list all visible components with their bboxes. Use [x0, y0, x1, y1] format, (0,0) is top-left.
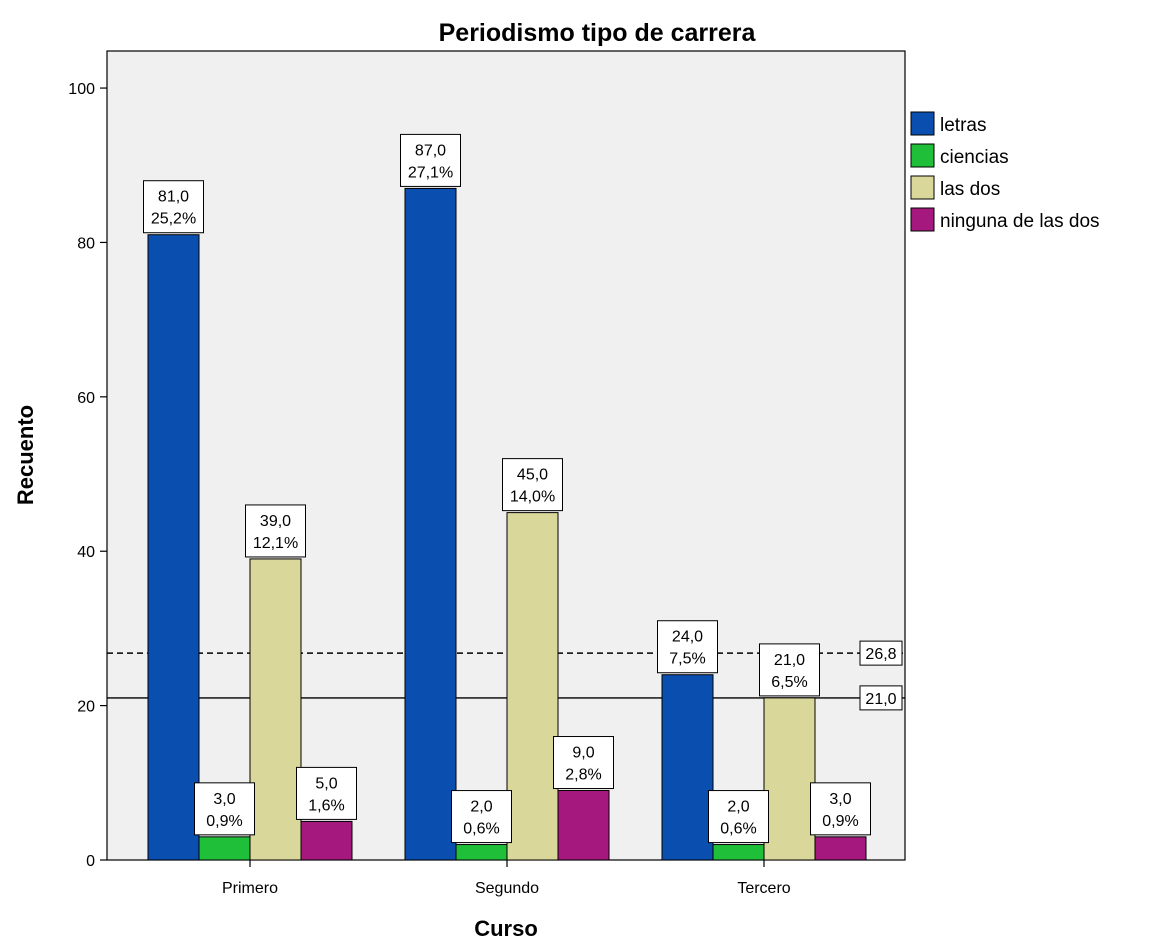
- data-label-value: 2,0: [727, 799, 749, 816]
- y-tick-label: 0: [86, 853, 95, 870]
- bar: [404, 187, 457, 861]
- legend-swatch: [910, 111, 935, 136]
- data-label-box: [657, 620, 718, 674]
- data-label-box: [245, 504, 306, 558]
- data-label-value: 2,0: [470, 799, 492, 816]
- y-axis: 0 20 40 60 80 100: [68, 81, 107, 870]
- y-axis-title: Recuento: [13, 405, 38, 505]
- data-label-percent: 0,6%: [463, 821, 499, 838]
- data-label-value: 21,0: [774, 652, 805, 669]
- data-label-box: [296, 766, 357, 820]
- bar: [763, 697, 816, 861]
- data-label-value: 45,0: [517, 467, 548, 484]
- bar: [249, 558, 302, 861]
- data-label-percent: 6,5%: [771, 674, 807, 691]
- legend-label: ninguna de las dos: [940, 211, 1100, 232]
- y-tick-label: 40: [77, 544, 95, 561]
- bar: [506, 512, 559, 861]
- reference-label: 21,0: [865, 691, 896, 708]
- chart-title: Periodismo tipo de carrera: [439, 19, 757, 47]
- data-label-percent: 0,9%: [822, 813, 858, 830]
- data-label-percent: 0,9%: [206, 813, 242, 830]
- y-tick-label: 100: [68, 81, 95, 98]
- data-label-value: 3,0: [829, 791, 851, 808]
- data-label-percent: 25,2%: [151, 211, 196, 228]
- x-tick-label: Primero: [222, 880, 278, 897]
- data-label-box: [451, 790, 512, 844]
- x-axis: Primero Segundo Tercero: [222, 860, 791, 897]
- legend: letras ciencias las dos ninguna de las dos: [910, 111, 1100, 232]
- data-label-percent: 1,6%: [308, 797, 344, 814]
- data-label-percent: 14,0%: [510, 489, 555, 506]
- data-label-percent: 2,8%: [565, 767, 601, 784]
- data-label-box: [708, 790, 769, 844]
- reference-label: 26,8: [865, 646, 896, 663]
- legend-label: ciencias: [940, 147, 1009, 168]
- x-tick-label: Segundo: [475, 880, 539, 897]
- bar: [712, 844, 765, 861]
- data-label-value: 39,0: [260, 513, 291, 530]
- data-label-value: 81,0: [158, 189, 189, 206]
- data-label-percent: 27,1%: [408, 164, 453, 181]
- data-label-value: 24,0: [672, 629, 703, 646]
- data-label-value: 87,0: [415, 142, 446, 159]
- x-axis-title: Curso: [474, 916, 538, 941]
- bars: [147, 187, 867, 861]
- data-label-percent: 0,6%: [720, 821, 756, 838]
- legend-swatch: [910, 175, 935, 200]
- data-label-percent: 12,1%: [253, 535, 298, 552]
- bar-labels: 81,0 25,2% 3,0 0,9% 39,0 12,1% 5,0 1,6% 87,0 27,1…: [143, 133, 871, 844]
- data-label-percent: 7,5%: [669, 651, 705, 668]
- bar: [300, 820, 353, 861]
- data-label-box: [810, 782, 871, 836]
- reference-label-box: [859, 640, 903, 666]
- data-label-box: [143, 180, 204, 234]
- bar: [147, 234, 200, 861]
- data-label-value: 5,0: [315, 775, 337, 792]
- data-label-box: [759, 643, 820, 697]
- y-tick-label: 80: [77, 235, 95, 252]
- bar: [814, 836, 867, 861]
- bar: [557, 790, 610, 861]
- y-tick-label: 20: [77, 699, 95, 716]
- data-label-box: [502, 458, 563, 512]
- data-label-box: [553, 736, 614, 790]
- data-label-box: [400, 133, 461, 187]
- x-tick-label: Tercero: [737, 880, 790, 897]
- y-tick-label: 60: [77, 390, 95, 407]
- legend-swatch: [910, 143, 935, 168]
- reference-lines: 26,8 21,0: [107, 640, 905, 711]
- legend-label: letras: [940, 115, 986, 136]
- data-label-box: [194, 782, 255, 836]
- data-label-value: 9,0: [572, 745, 594, 762]
- legend-label: las dos: [940, 179, 1000, 200]
- reference-label-box: [859, 685, 903, 711]
- bar: [661, 674, 714, 861]
- legend-swatch: [910, 207, 935, 232]
- bar: [455, 844, 508, 861]
- bar: [198, 836, 251, 861]
- data-label-value: 3,0: [213, 791, 235, 808]
